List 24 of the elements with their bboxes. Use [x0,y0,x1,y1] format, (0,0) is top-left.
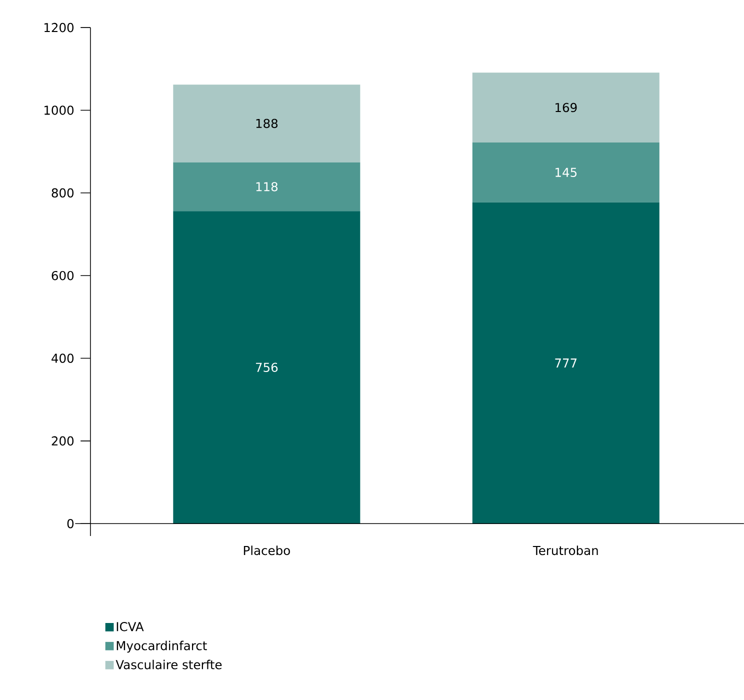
x-tick-label: Placebo [244,546,290,556]
data-label: 188 [256,118,278,128]
x-tick-label: Terutroban [532,546,598,556]
y-tick-label: 0 [67,519,74,528]
bar [472,72,660,143]
data-label: 756 [256,362,278,372]
y-tick-label: 200 [52,436,74,446]
data-label: 145 [556,168,577,178]
legend-label: Vasculaire sterfte [116,660,222,670]
bar [472,202,660,524]
y-tick-label: 800 [52,188,74,198]
data-label: 118 [256,182,278,192]
bar [472,142,660,203]
bar [173,211,360,524]
legend-label: ICVA [116,622,144,632]
data-label: 169 [556,102,577,112]
data-label: 777 [555,358,577,368]
bar [173,84,360,162]
y-tick-label: 1200 [44,23,74,32]
y-tick-label: 600 [52,271,74,280]
legend-label: Myocardinfarct [116,640,207,653]
y-tick-label: 1000 [44,106,74,115]
y-tick-label: 400 [52,354,74,363]
bar [173,162,360,212]
